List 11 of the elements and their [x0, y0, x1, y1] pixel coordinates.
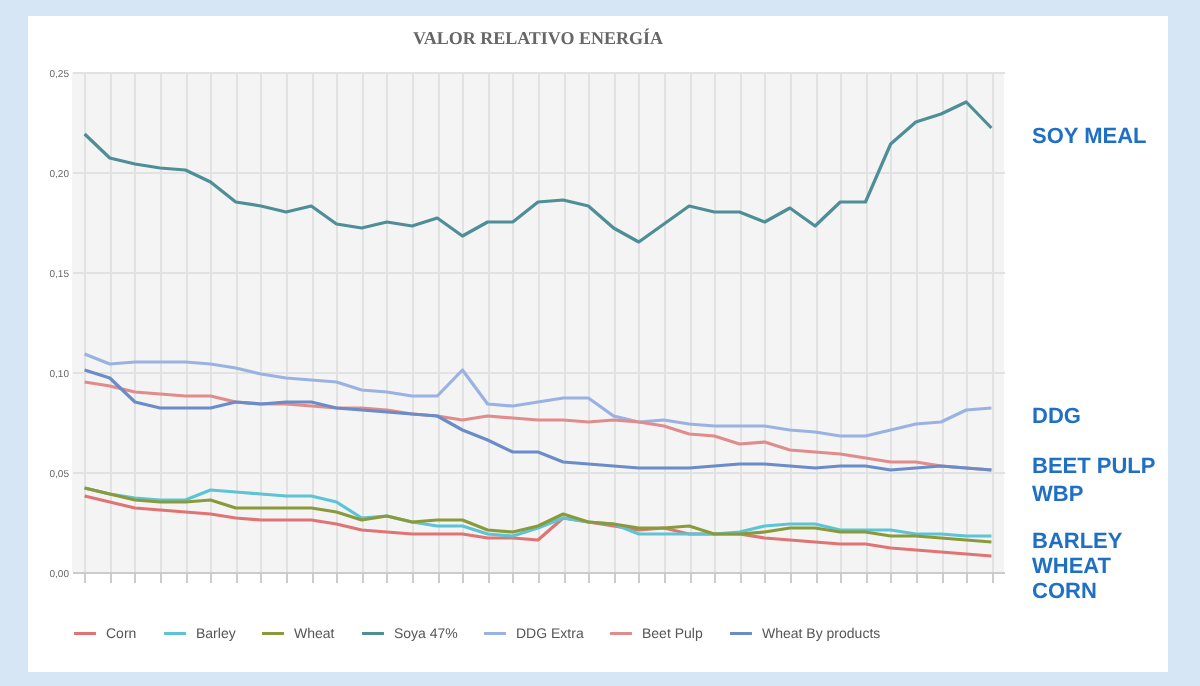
line-series — [82, 494, 994, 558]
line-series — [82, 352, 994, 438]
text: WBP — [1032, 482, 1084, 507]
text: BEET PULP — [1032, 455, 1156, 479]
text: BARLEY — [1032, 530, 1124, 554]
text: CORN — [1032, 580, 1097, 604]
text: DDG — [1032, 405, 1081, 429]
text: WHEAT — [1032, 555, 1112, 579]
chart-title: VALOR RELATIVO ENERGÍA — [412, 28, 665, 48]
text: SOY MEAL — [1032, 125, 1148, 149]
line-series — [82, 100, 994, 244]
